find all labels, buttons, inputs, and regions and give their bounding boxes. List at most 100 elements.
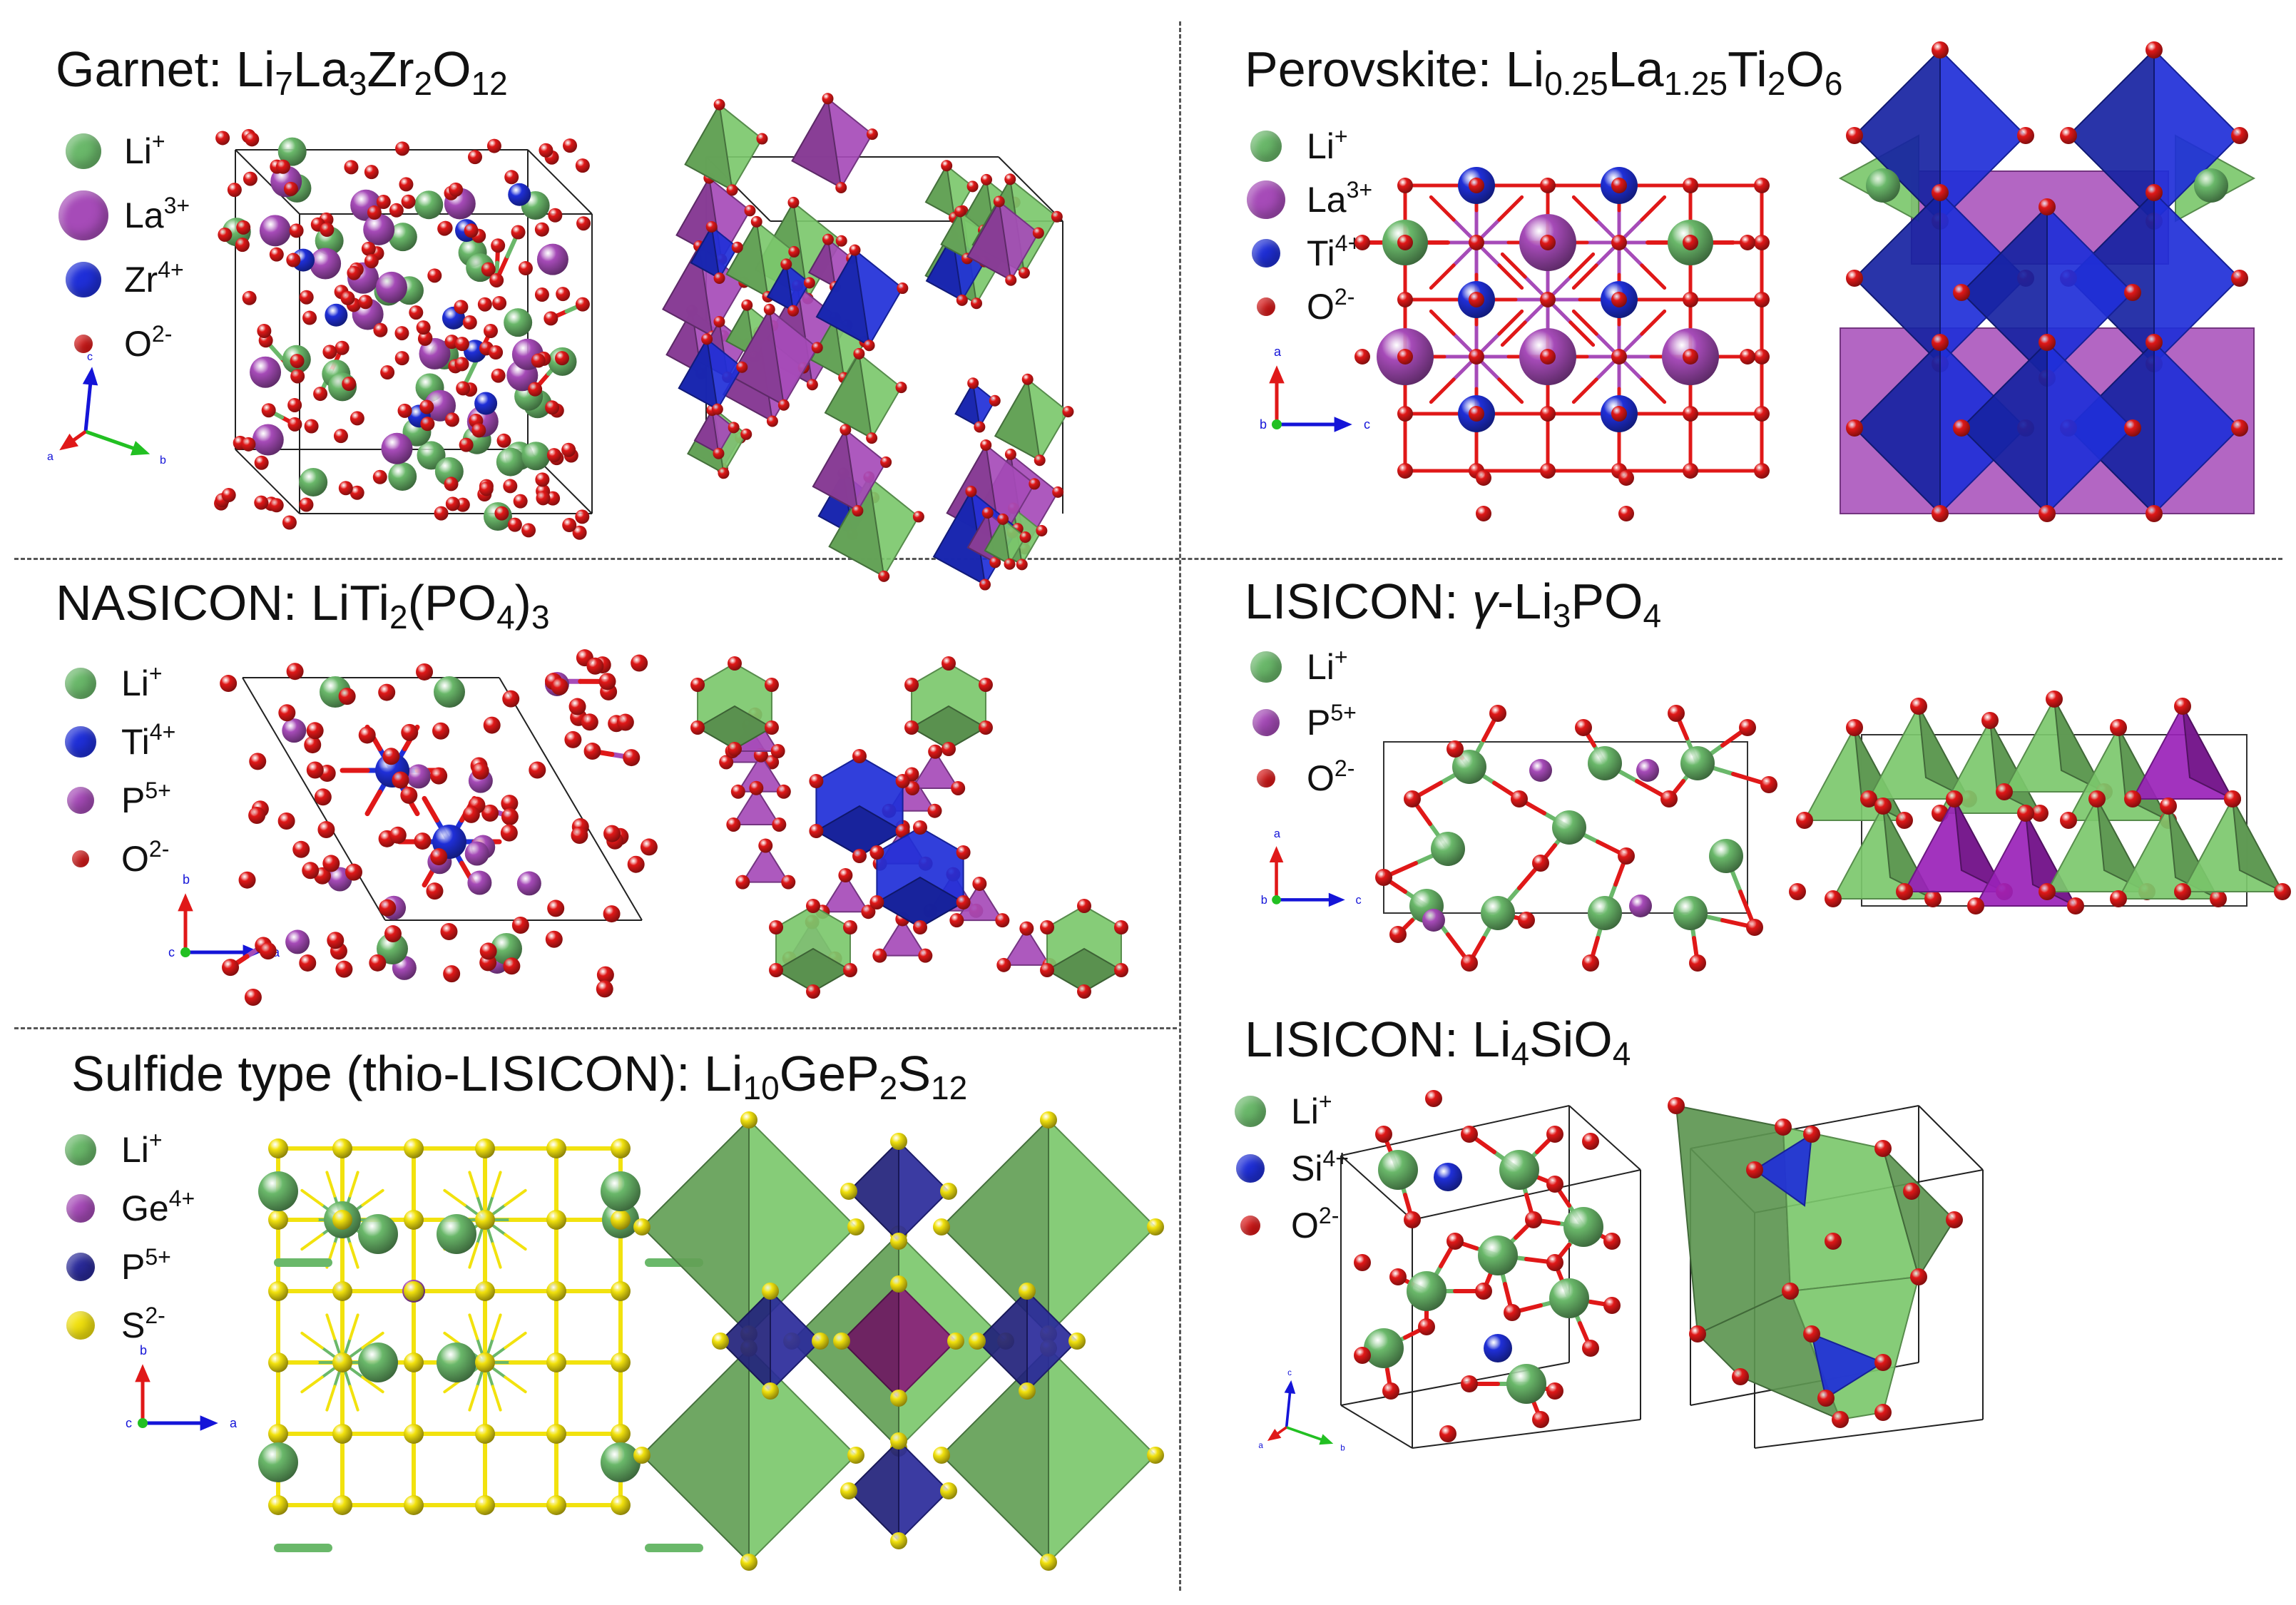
o-atom xyxy=(596,980,613,998)
o-atom xyxy=(434,506,449,521)
o-atom xyxy=(292,840,310,858)
li-atom xyxy=(437,1214,476,1254)
cell-edge xyxy=(242,677,386,921)
o-atom xyxy=(1354,1254,1371,1271)
bond xyxy=(1497,377,1524,404)
o-atom xyxy=(1540,292,1556,307)
legend-label: Li+ xyxy=(1307,125,1348,164)
o-atom xyxy=(494,506,509,521)
o-atom xyxy=(1034,454,1046,467)
legend-item-p: P5+ xyxy=(56,1245,171,1288)
perovskite-ball-stick-structure xyxy=(1354,167,1770,521)
formula-element: Li xyxy=(235,41,275,97)
formula-subscript: 4 xyxy=(1643,597,1662,634)
s-atom xyxy=(546,1424,566,1444)
title-prefix: LISICON: xyxy=(1245,1012,1472,1067)
o-atom xyxy=(430,767,448,785)
formula: Li4SiO4 xyxy=(1472,1012,1631,1070)
s-atom xyxy=(404,1281,424,1301)
ion-charge: 2- xyxy=(148,836,170,862)
o-atom xyxy=(1461,954,1478,972)
bond xyxy=(300,1188,324,1207)
o-atom xyxy=(1546,1254,1563,1271)
o-atom xyxy=(416,663,434,681)
s-atom xyxy=(546,1352,566,1372)
p-atom xyxy=(1629,895,1652,917)
o-atom xyxy=(282,515,297,530)
o-atom xyxy=(1425,1090,1442,1107)
o-atom xyxy=(545,400,560,415)
panel-title: LISICON: Li4SiO4 xyxy=(1245,1012,1631,1070)
o-atom xyxy=(401,194,416,209)
o-atom xyxy=(546,448,561,463)
o-atom xyxy=(603,905,621,923)
o-atom xyxy=(1052,486,1064,498)
o-atom xyxy=(1016,559,1028,571)
cell-edge xyxy=(1340,1405,1413,1449)
ges4-tetrahedron xyxy=(840,1282,899,1400)
title-prefix: Garnet: xyxy=(56,41,236,97)
o-atom xyxy=(972,876,987,891)
o-atom xyxy=(561,442,576,457)
o-atom xyxy=(1389,1268,1407,1285)
o-atom xyxy=(378,683,396,701)
legend-label: O2- xyxy=(1307,285,1354,325)
formula-subscript: 6 xyxy=(1824,65,1843,102)
polyhedron-face xyxy=(693,408,720,455)
formula-element: S xyxy=(897,1046,932,1101)
o-atom xyxy=(806,899,820,913)
o-atom xyxy=(215,131,230,146)
bond xyxy=(1568,320,1596,347)
polyhedron-face xyxy=(924,163,956,219)
o-atom xyxy=(545,930,563,948)
o-atom xyxy=(287,397,302,412)
polyhedron-face xyxy=(1918,705,1971,801)
o-atom xyxy=(1397,235,1413,250)
o-atom xyxy=(340,290,355,305)
li-atom xyxy=(258,1171,298,1211)
o-atom xyxy=(1981,712,1999,729)
bond xyxy=(1429,309,1456,336)
ps4-tetrahedron xyxy=(976,1289,1028,1393)
li-polyhedron xyxy=(641,1118,750,1336)
o-atom xyxy=(299,954,317,972)
o-atom xyxy=(1683,463,1698,479)
axis-arrowhead xyxy=(59,433,78,451)
o-atom xyxy=(364,254,379,269)
o-atom xyxy=(596,966,614,984)
legend-label: Li+ xyxy=(1307,646,1348,685)
ion-charge: 5+ xyxy=(1330,700,1357,725)
atom-swatch-icon xyxy=(1252,709,1280,736)
o-atom xyxy=(338,481,353,496)
la-atom xyxy=(250,356,282,388)
o-atom xyxy=(454,357,469,372)
o-atom xyxy=(640,838,658,856)
s-atom xyxy=(611,1210,631,1230)
bond xyxy=(1571,377,1598,404)
title-prefix: Sulfide type (thio-LISICON): xyxy=(71,1046,704,1101)
o-atom xyxy=(1029,478,1041,490)
legend-item-p: P5+ xyxy=(56,779,171,822)
o-atom xyxy=(483,716,501,734)
formula-element: GeP xyxy=(779,1046,879,1101)
bond xyxy=(1571,195,1598,222)
la-atom xyxy=(259,215,291,247)
formula: -Li3PO4 xyxy=(1497,574,1661,632)
zr-atom xyxy=(325,303,348,327)
atom-swatch-icon xyxy=(65,668,96,699)
o-atom xyxy=(367,205,382,220)
o-atom xyxy=(304,419,319,434)
axis-arrowhead xyxy=(1328,892,1345,907)
ion-symbol: Zr xyxy=(124,260,158,300)
polyhedron-face xyxy=(766,262,795,312)
la-atom xyxy=(375,271,407,303)
bond xyxy=(468,1385,479,1412)
ion-symbol: Li xyxy=(124,131,152,171)
cell-edge xyxy=(1754,1419,1984,1449)
o-atom xyxy=(1397,349,1413,365)
garnet-ball-stick-structure xyxy=(214,128,593,540)
o-atom xyxy=(1683,406,1698,422)
o-atom xyxy=(2124,790,2141,807)
o-atom xyxy=(261,403,276,418)
s-atom xyxy=(475,1210,495,1230)
